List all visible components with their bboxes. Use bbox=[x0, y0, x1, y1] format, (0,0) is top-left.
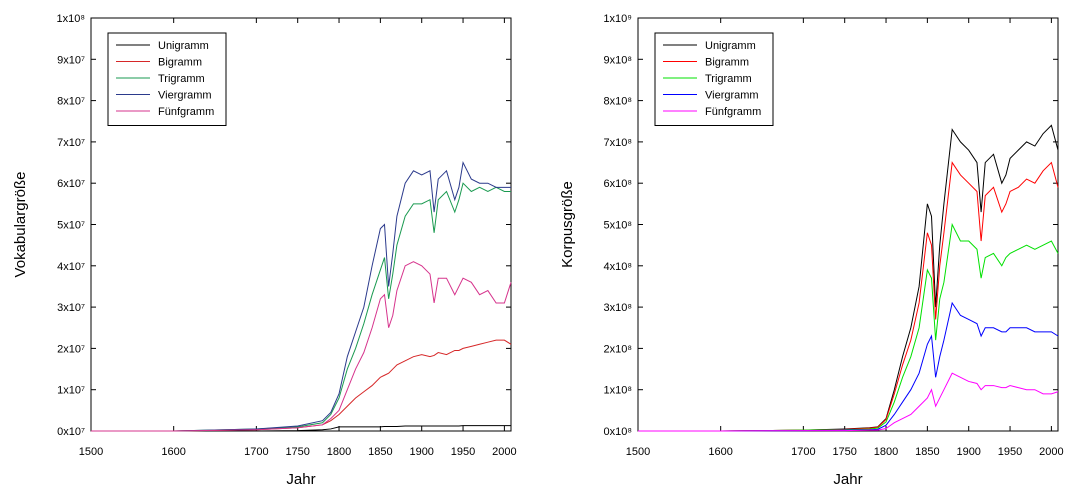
legend-box bbox=[107, 32, 227, 126]
series-line bbox=[91, 261, 512, 432]
y-tick-label: 5x10⁷ bbox=[57, 220, 85, 232]
y-tick-label: 1x10⁸ bbox=[604, 385, 633, 397]
x-axis-label: Jahr bbox=[833, 471, 862, 488]
series-line bbox=[638, 301, 1059, 432]
y-axis-label: Korpusgröße bbox=[559, 181, 576, 268]
y-tick-label: 0x10⁸ bbox=[604, 426, 633, 438]
legend-label: Fünfgramm bbox=[705, 106, 761, 118]
y-tick-label: 3x10⁸ bbox=[604, 302, 633, 314]
x-tick-label: 1600 bbox=[161, 446, 185, 458]
y-tick-label: 7x10⁷ bbox=[57, 137, 85, 149]
series-line bbox=[638, 372, 1059, 432]
x-tick-label: 1500 bbox=[626, 446, 650, 458]
y-tick-label: 2x10⁸ bbox=[604, 343, 633, 355]
y-tick-label: 5x10⁸ bbox=[604, 220, 633, 232]
y-tick-label: 4x10⁸ bbox=[604, 261, 633, 273]
legend-label: Viergramm bbox=[158, 90, 212, 102]
series-line bbox=[91, 425, 511, 432]
y-tick-label: 0x10⁷ bbox=[57, 426, 85, 438]
plot: 0x10⁷ 1x10⁷ 2x10⁷ 3x10⁷ 4x10⁷ 5x10⁷ 6x10⁷ 7x10⁷… bbox=[12, 13, 517, 488]
legend-label: Trigramm bbox=[158, 73, 205, 85]
legend-label: Unigramm bbox=[705, 40, 756, 52]
plot: 0x10⁸ 1x10⁸ 2x10⁸ 3x10⁸ 4x10⁸ 5x10⁸ 6x10⁸ 7x10⁸… bbox=[559, 13, 1064, 488]
x-tick-label: 2000 bbox=[1039, 446, 1063, 458]
y-axis-label: Vokabulargröße bbox=[12, 172, 29, 278]
x-tick-label: 1700 bbox=[244, 446, 268, 458]
legend-label: Bigramm bbox=[705, 57, 749, 69]
legend-label: Unigramm bbox=[158, 40, 209, 52]
series-line bbox=[638, 222, 1059, 432]
y-tick-label: 6x10⁷ bbox=[57, 178, 85, 190]
x-tick-label: 1850 bbox=[915, 446, 939, 458]
y-tick-label: 9x10⁸ bbox=[604, 54, 633, 66]
y-tick-label: 3x10⁷ bbox=[57, 302, 85, 314]
x-tick-label: 1800 bbox=[327, 446, 351, 458]
legend-label: Fünfgramm bbox=[158, 106, 214, 118]
y-tick-label: 2x10⁷ bbox=[57, 343, 85, 355]
y-tick-label: 7x10⁸ bbox=[604, 137, 633, 149]
y-tick-label: 1x10⁹ bbox=[603, 13, 632, 25]
legend-label: Bigramm bbox=[158, 57, 202, 69]
legend-box bbox=[654, 32, 774, 126]
y-tick-label: 4x10⁷ bbox=[57, 261, 85, 273]
series-line bbox=[91, 160, 511, 432]
x-tick-label: 1600 bbox=[708, 446, 732, 458]
y-tick-label: 9x10⁷ bbox=[57, 54, 85, 66]
x-axis-label: Jahr bbox=[286, 471, 315, 488]
series-line bbox=[91, 339, 512, 432]
legend-label: Viergramm bbox=[705, 90, 759, 102]
x-tick-label: 1950 bbox=[451, 446, 475, 458]
x-tick-label: 1950 bbox=[998, 446, 1022, 458]
series-line bbox=[91, 182, 511, 432]
y-tick-label: 8x10⁸ bbox=[604, 96, 633, 108]
series-line bbox=[638, 124, 1059, 432]
x-tick-label: 1900 bbox=[956, 446, 980, 458]
y-tick-label: 6x10⁸ bbox=[604, 178, 633, 190]
x-tick-label: 2000 bbox=[492, 446, 516, 458]
x-tick-label: 1700 bbox=[791, 446, 815, 458]
series-line bbox=[638, 161, 1059, 432]
x-tick-label: 1850 bbox=[368, 446, 392, 458]
x-tick-label: 1750 bbox=[832, 446, 856, 458]
y-tick-label: 8x10⁷ bbox=[57, 96, 85, 108]
y-tick-label: 1x10⁷ bbox=[57, 385, 85, 397]
x-tick-label: 1800 bbox=[874, 446, 898, 458]
y-tick-label: 1x10⁸ bbox=[57, 13, 86, 25]
legend-label: Trigramm bbox=[705, 73, 752, 85]
x-tick-label: 1500 bbox=[79, 446, 103, 458]
x-tick-label: 1750 bbox=[285, 446, 309, 458]
x-tick-label: 1900 bbox=[409, 446, 433, 458]
